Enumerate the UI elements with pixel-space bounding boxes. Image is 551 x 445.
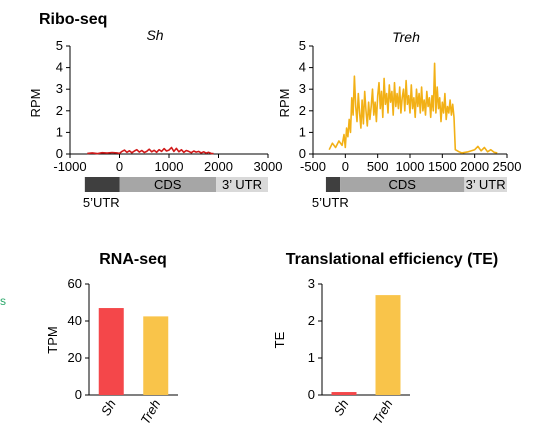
te-y-tick-label: 2: [308, 313, 315, 328]
sh-y-tick-label: 2: [56, 103, 63, 118]
sh-y-axis-label: RPM: [28, 89, 43, 118]
rna-category-label-treh: Treh: [137, 397, 163, 427]
sh-ribo-line: [87, 146, 214, 155]
treh-x-tick-label: 1000: [396, 159, 425, 174]
sh-y-tick-label: 0: [56, 146, 63, 161]
treh-x-tick-label: 2000: [460, 159, 489, 174]
sh-x-tick-label: 3000: [254, 159, 283, 174]
te-category-label-sh: Sh: [331, 397, 352, 418]
rna-bar-treh: [143, 316, 169, 395]
te-y-axis-label: TE: [272, 331, 287, 348]
treh-x-tick-label: 0: [342, 159, 349, 174]
treh-x-tick-label: -500: [300, 159, 326, 174]
treh-y-axis-label: RPM: [277, 89, 292, 118]
sh-x-tick-label: 2000: [204, 159, 233, 174]
sh-y-tick-label: 4: [56, 60, 63, 75]
sh-x-tick-label: 1000: [155, 159, 184, 174]
sh-gene-segment-utr5: [84, 177, 120, 192]
sh-gene-segment-cds: [119, 177, 217, 192]
rna-y-axis-label: TPM: [45, 326, 60, 353]
rna-seq-title: RNA-seq: [99, 251, 167, 268]
te-y-tick-label: 1: [308, 350, 315, 365]
treh-y-tick-label: 1: [299, 124, 306, 139]
te-y-tick-label: 0: [308, 387, 315, 402]
treh-x-tick-label: 2500: [493, 159, 522, 174]
treh-x-tick-label: 500: [367, 159, 389, 174]
rna-seq-panel: TPM 0 20 40 60 Sh Treh: [45, 276, 178, 427]
treh-gene-label-cds: CDS: [389, 177, 417, 192]
treh-y-tick-label: 3: [299, 81, 306, 96]
treh-y-tick-label: 2: [299, 103, 306, 118]
sh-gene-label-cds: CDS: [154, 177, 182, 192]
sh-gene-label-utr3: 3’ UTR: [222, 177, 262, 192]
sh-x-tick-label: -1000: [53, 159, 86, 174]
rna-y-tick-label: 40: [68, 313, 82, 328]
te-y-tick-label: 3: [308, 276, 315, 291]
rna-y-tick-label: 0: [75, 387, 82, 402]
sh-gene-segment-utr3: [216, 177, 268, 192]
sh-y-tick-label: 5: [56, 38, 63, 53]
rna-y-tick-label: 20: [68, 350, 82, 365]
te-bar-sh: [331, 392, 357, 395]
sh-y-tick-label: 3: [56, 81, 63, 96]
treh-gene-segment-utr5: [325, 177, 341, 192]
treh-y-tick-label: 0: [299, 146, 306, 161]
treh-y-tick-label: 5: [299, 38, 306, 53]
treh-gene-segment-cds: [340, 177, 465, 192]
sh-gene-label-utr5: 5’UTR: [83, 195, 120, 210]
treh-gene-label-utr3: 3’ UTR: [466, 177, 506, 192]
treh-y-tick-label: 4: [299, 60, 306, 75]
treh-gene-segment-utr3: [464, 177, 507, 192]
sh-x-tick-label: 0: [116, 159, 123, 174]
sh-y-tick-label: 1: [56, 124, 63, 139]
rna-category-label-sh: Sh: [98, 397, 119, 418]
treh-panel-title: Treh: [392, 29, 420, 45]
treh-ribo-line: [328, 62, 498, 154]
rna-bar-sh: [98, 308, 124, 395]
te-title: Translational efficiency (TE): [286, 251, 499, 268]
sh-panel-title: Sh: [146, 27, 163, 43]
rna-y-tick-label: 60: [68, 276, 82, 291]
te-bar-treh: [375, 295, 401, 395]
side-label: s: [0, 294, 6, 308]
ribo-seq-title: Ribo-seq: [39, 11, 107, 28]
treh-gene-label-utr5: 5’UTR: [312, 195, 349, 210]
treh-x-tick-label: 1500: [428, 159, 457, 174]
te-category-label-treh: Treh: [370, 397, 396, 427]
te-panel: TE 0 1 2 3 Sh Treh: [272, 276, 410, 427]
